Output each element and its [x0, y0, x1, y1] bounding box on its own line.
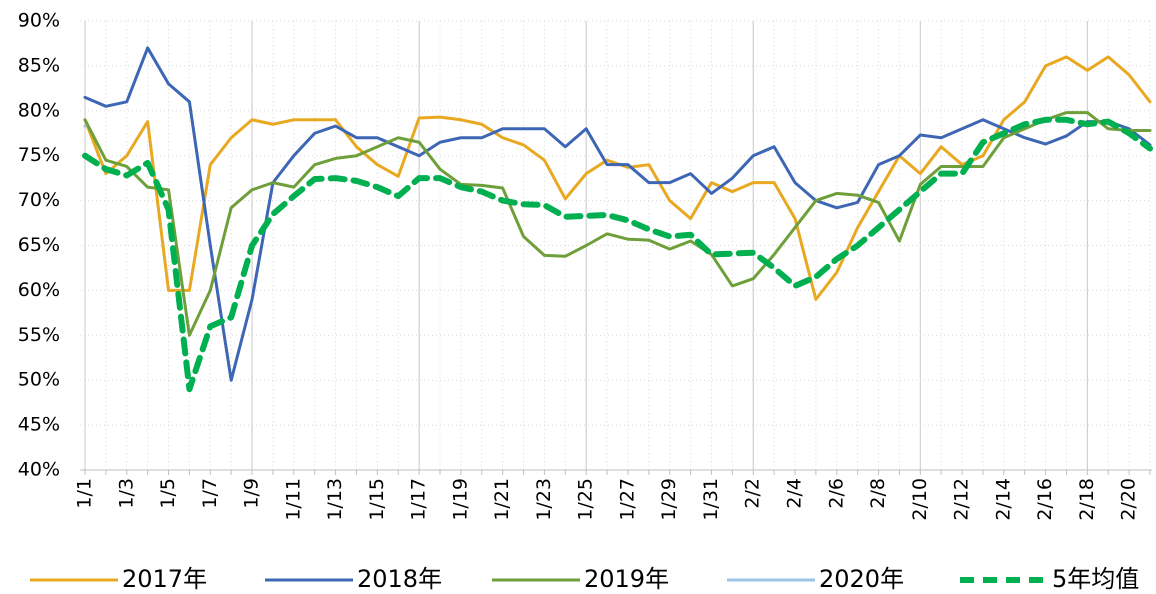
x-tick-label: 1/29	[658, 478, 680, 521]
x-tick-label: 2/16	[1034, 478, 1056, 521]
legend-label: 2018年	[357, 565, 442, 593]
x-tick-label: 2/10	[909, 478, 931, 521]
x-tick-label: 1/9	[241, 478, 263, 509]
series-line	[83, 111, 1152, 337]
x-tick-label: 1/1	[74, 478, 96, 509]
y-tick-label: 65%	[18, 234, 60, 256]
y-tick-label: 40%	[18, 459, 60, 481]
series-line	[83, 46, 1152, 382]
x-tick-label: 2/20	[1118, 478, 1140, 521]
x-tick-label: 2/2	[742, 478, 764, 509]
y-tick-label: 50%	[18, 369, 60, 391]
x-tick-label: 1/11	[282, 478, 304, 521]
x-tick-label: 1/5	[157, 478, 179, 509]
y-tick-label: 45%	[18, 414, 60, 436]
x-tick-label: 2/4	[784, 478, 806, 509]
series-line	[82, 116, 1153, 393]
y-tick-label: 85%	[18, 54, 60, 76]
y-tick-label: 55%	[18, 324, 60, 346]
legend-label: 2019年	[584, 565, 669, 593]
legend-label: 2020年	[819, 565, 904, 593]
x-tick-label: 2/18	[1076, 478, 1098, 521]
x-tick-label: 1/23	[533, 478, 555, 521]
x-tick-label: 1/21	[491, 478, 513, 521]
y-tick-label: 60%	[18, 279, 60, 301]
x-tick-label: 1/15	[366, 478, 388, 521]
y-tick-label: 80%	[18, 99, 60, 121]
legend-label: 2017年	[122, 565, 207, 593]
x-tick-label: 2/8	[867, 478, 889, 509]
y-tick-label: 90%	[18, 10, 60, 32]
legend-label: 5年均值	[1052, 565, 1139, 593]
x-tick-label: 1/19	[449, 478, 471, 521]
x-tick-label: 2/12	[951, 478, 973, 521]
y-tick-label: 70%	[18, 189, 60, 211]
y-tick-label: 75%	[18, 144, 60, 166]
x-tick-label: 1/25	[575, 478, 597, 521]
x-tick-label: 1/27	[616, 478, 638, 521]
x-tick-label: 1/7	[199, 478, 221, 509]
x-tick-label: 1/17	[408, 478, 430, 521]
x-tick-label: 1/13	[324, 478, 346, 521]
x-tick-label: 1/3	[115, 478, 137, 509]
x-tick-label: 1/31	[700, 478, 722, 521]
x-tick-label: 2/14	[992, 478, 1014, 521]
x-tick-label: 2/6	[825, 478, 847, 509]
